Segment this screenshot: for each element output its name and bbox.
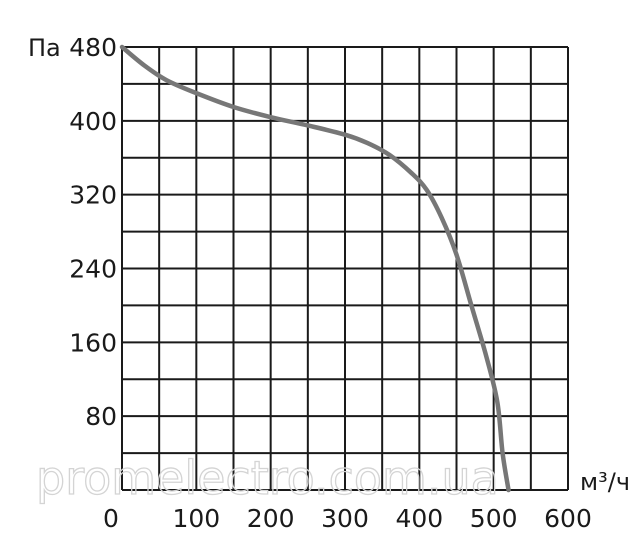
y-tick-label: 160 [69, 328, 117, 357]
series-line-0 [119, 44, 511, 493]
x-tick-label: 300 [321, 504, 369, 533]
x-tick-labels: 0 100 200 300 400 500 600 [103, 504, 592, 533]
y-tick-label: 240 [69, 255, 117, 284]
x-tick-label: 0 [103, 504, 119, 533]
x-tick-label: 100 [172, 504, 220, 533]
y-tick-label: 400 [69, 107, 117, 136]
y-axis-label: Па [28, 34, 61, 62]
x-tick-label: 200 [247, 504, 295, 533]
y-tick-label: 320 [69, 181, 117, 210]
series-layer [119, 44, 511, 493]
x-tick-label: 500 [470, 504, 518, 533]
x-tick-label: 600 [544, 504, 592, 533]
watermark: promelectro.com.ua [36, 451, 499, 505]
x-axis-label: м³/ч [580, 468, 630, 496]
x-tick-label: 400 [395, 504, 443, 533]
y-tick-labels: 80 160 240 320 400 480 [69, 33, 117, 431]
y-tick-label: 480 [69, 33, 117, 62]
y-tick-label: 80 [85, 402, 117, 431]
